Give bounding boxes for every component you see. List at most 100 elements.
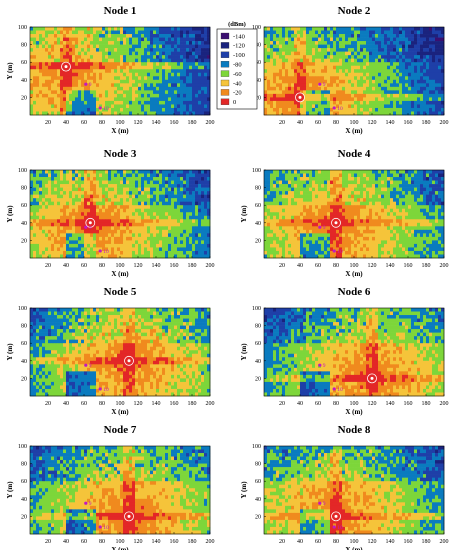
heatmap-cell	[165, 219, 169, 224]
heatmap-cell	[312, 79, 316, 84]
heatmap-cell	[147, 243, 151, 248]
heatmap-cell	[165, 37, 169, 42]
heatmap-cell	[390, 173, 394, 178]
y-tick-label: 80	[21, 43, 27, 49]
heatmap-cell	[420, 44, 424, 49]
heatmap-cell	[30, 208, 34, 213]
heatmap-cell	[393, 58, 397, 63]
heatmap-cell	[105, 201, 109, 206]
heatmap-cell	[135, 198, 139, 202]
heatmap-cell	[198, 180, 202, 185]
heatmap-cell	[87, 198, 91, 202]
heatmap-cell	[105, 72, 109, 77]
heatmap-cell	[336, 79, 340, 84]
heatmap-cell	[156, 173, 160, 178]
heatmap-cell	[138, 187, 142, 192]
heatmap-cell	[291, 48, 295, 52]
heatmap-cell	[39, 184, 43, 188]
heatmap-cell	[198, 236, 202, 241]
heatmap-cell	[171, 247, 175, 252]
heatmap-cell	[318, 104, 322, 109]
heatmap-cell	[402, 34, 406, 38]
heatmap-cell	[165, 247, 169, 252]
heatmap-cell	[204, 180, 208, 185]
heatmap-cell	[141, 229, 145, 234]
heatmap-cell	[39, 51, 43, 56]
heatmap-cell	[177, 72, 181, 77]
heatmap-cell	[441, 104, 445, 109]
heatmap-cell	[165, 226, 169, 231]
heatmap-cell	[165, 65, 169, 70]
heatmap-cell	[90, 247, 94, 252]
heatmap-cell	[309, 41, 313, 45]
heatmap-cell	[198, 184, 202, 188]
panel-title: Node 3	[104, 148, 137, 160]
heatmap-cell	[147, 79, 151, 84]
heatmap-cell	[186, 111, 190, 116]
heatmap-cell	[375, 72, 379, 77]
heatmap-cell	[57, 187, 61, 192]
heatmap-cell	[132, 72, 136, 77]
heatmap-cell	[357, 184, 361, 188]
heatmap-cell	[387, 100, 391, 105]
heatmap-cell	[144, 34, 148, 38]
heatmap-cell	[189, 37, 193, 42]
heatmap-cell	[207, 111, 211, 116]
heatmap-cell	[78, 97, 82, 102]
heatmap-cell	[66, 41, 70, 45]
heatmap-cell	[201, 69, 205, 74]
heatmap-cell	[345, 41, 349, 45]
heatmap-cell	[411, 173, 415, 178]
heatmap-cell	[105, 27, 109, 31]
heatmap-cell	[90, 191, 94, 195]
heatmap-cell	[330, 90, 334, 95]
heatmap-cell	[51, 90, 55, 95]
heatmap-cell	[78, 229, 82, 234]
heatmap-cell	[321, 180, 325, 185]
heatmap-cell	[351, 48, 355, 52]
heatmap-cell	[393, 76, 397, 81]
heatmap-cell	[375, 44, 379, 49]
heatmap-cell	[276, 37, 280, 42]
heatmap-cell	[417, 65, 421, 70]
heatmap-cell	[129, 250, 133, 255]
heatmap-cell	[201, 177, 205, 181]
heatmap-cell	[192, 215, 196, 220]
heatmap-cell	[135, 30, 139, 35]
heatmap-cell	[126, 48, 130, 52]
heatmap-cell	[315, 30, 319, 35]
heatmap-cell	[150, 247, 154, 252]
heatmap-cell	[114, 229, 118, 234]
heatmap-cell	[366, 93, 370, 98]
heatmap-cell	[312, 72, 316, 77]
heatmap-cell	[186, 240, 190, 245]
heatmap-cell	[384, 76, 388, 81]
heatmap-cell	[282, 51, 286, 56]
heatmap-cell	[153, 191, 157, 195]
heatmap-cell	[363, 97, 367, 102]
heatmap-cell	[432, 48, 436, 52]
heatmap-cell	[192, 184, 196, 188]
heatmap-cell	[60, 41, 64, 45]
heatmap-cell	[45, 51, 49, 56]
heatmap-cell	[39, 48, 43, 52]
heatmap-cell	[306, 79, 310, 84]
heatmap-cell	[168, 93, 172, 98]
heatmap-cell	[117, 194, 121, 199]
heatmap-cell	[33, 111, 37, 116]
heatmap-cell	[144, 30, 148, 35]
heatmap-cell	[336, 90, 340, 95]
heatmap-cell	[75, 170, 79, 174]
heatmap-cell	[33, 27, 37, 31]
heatmap-cell	[195, 254, 199, 259]
heatmap-cell	[30, 83, 34, 88]
heatmap-cell	[363, 72, 367, 77]
heatmap-cell	[180, 212, 184, 217]
heatmap-cell	[192, 254, 196, 259]
heatmap-cell	[354, 79, 358, 84]
heatmap-cell	[327, 177, 331, 181]
heatmap-cell	[99, 51, 103, 56]
heatmap-cell	[96, 184, 100, 188]
heatmap-cell	[105, 198, 109, 202]
heatmap-cell	[132, 180, 136, 185]
